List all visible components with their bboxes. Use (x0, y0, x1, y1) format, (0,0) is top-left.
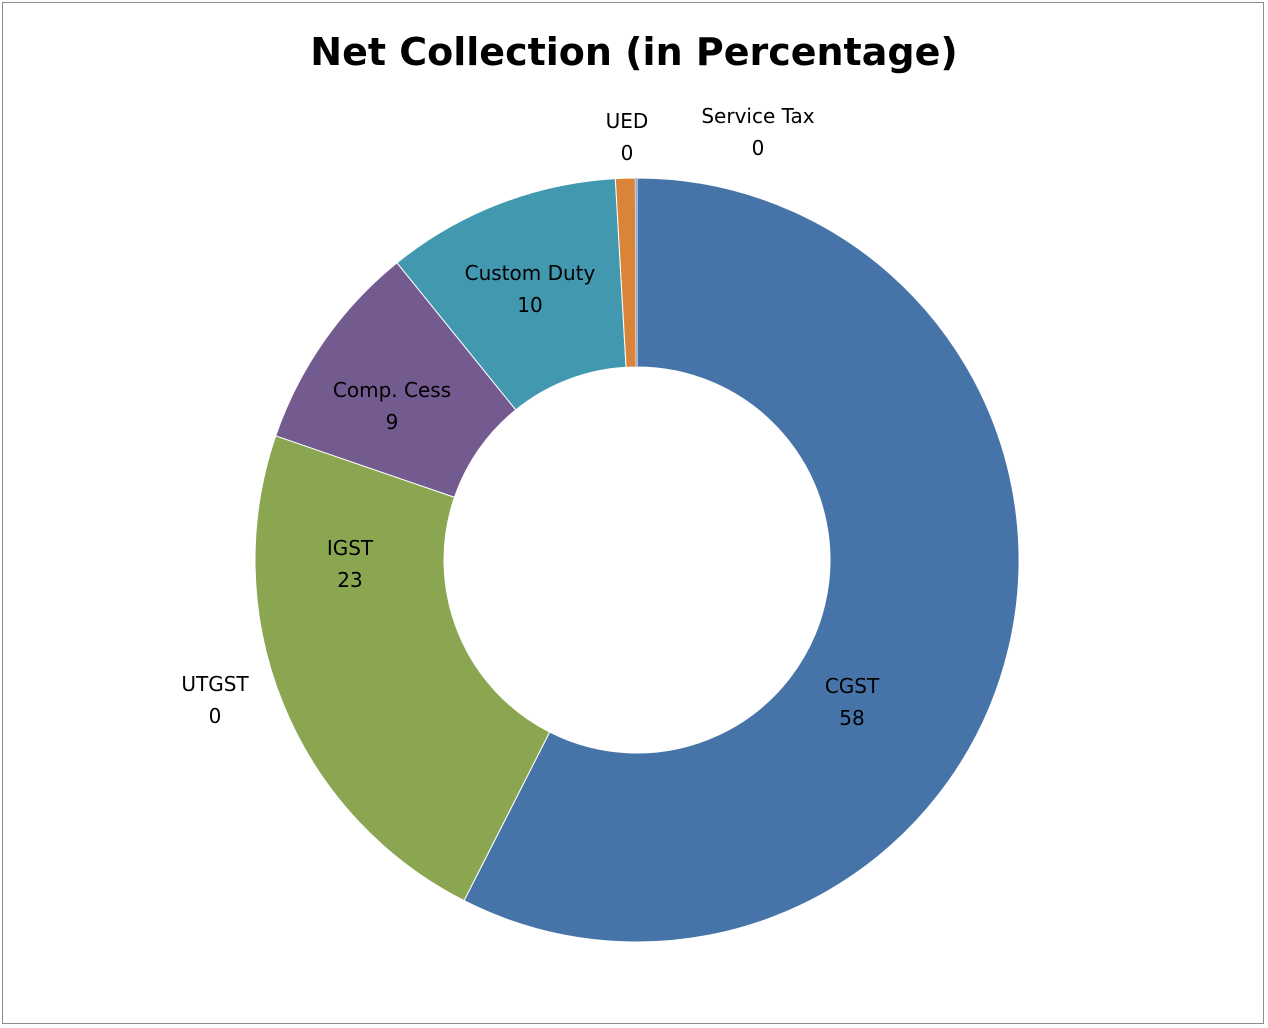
slice-cgst (463, 177, 1020, 943)
data-label-igst-name: IGST (327, 536, 374, 560)
data-label-igst-value: 23 (337, 568, 362, 592)
data-label-utgst-value: 0 (209, 704, 222, 728)
data-label-ued-name: UED (606, 109, 649, 133)
slice-ued (614, 177, 637, 368)
data-label-cgst-value: 58 (839, 706, 864, 730)
data-label-utgst-name: UTGST (181, 672, 249, 696)
labels-layer: CGST 58 UTGST 0 IGST 23 Comp. Cess 9 Custom Duty… (181, 104, 880, 730)
data-label-comp-cess-value: 9 (386, 410, 399, 434)
data-label-cgst-name: CGST (825, 674, 880, 698)
data-label-comp-cess-name: Comp. Cess (333, 378, 451, 402)
slice-igst (254, 435, 551, 902)
chart-title: Net Collection (in Percentage) (310, 30, 958, 74)
slice-service-tax (635, 178, 637, 368)
slices-layer (254, 177, 1020, 943)
data-label-service-tax-value: 0 (752, 136, 765, 160)
data-label-ued-value: 0 (621, 141, 634, 165)
data-label-custom-duty-value: 10 (517, 293, 542, 317)
data-label-service-tax-name: Service Tax (701, 104, 814, 128)
data-label-custom-duty-name: Custom Duty (465, 261, 596, 285)
